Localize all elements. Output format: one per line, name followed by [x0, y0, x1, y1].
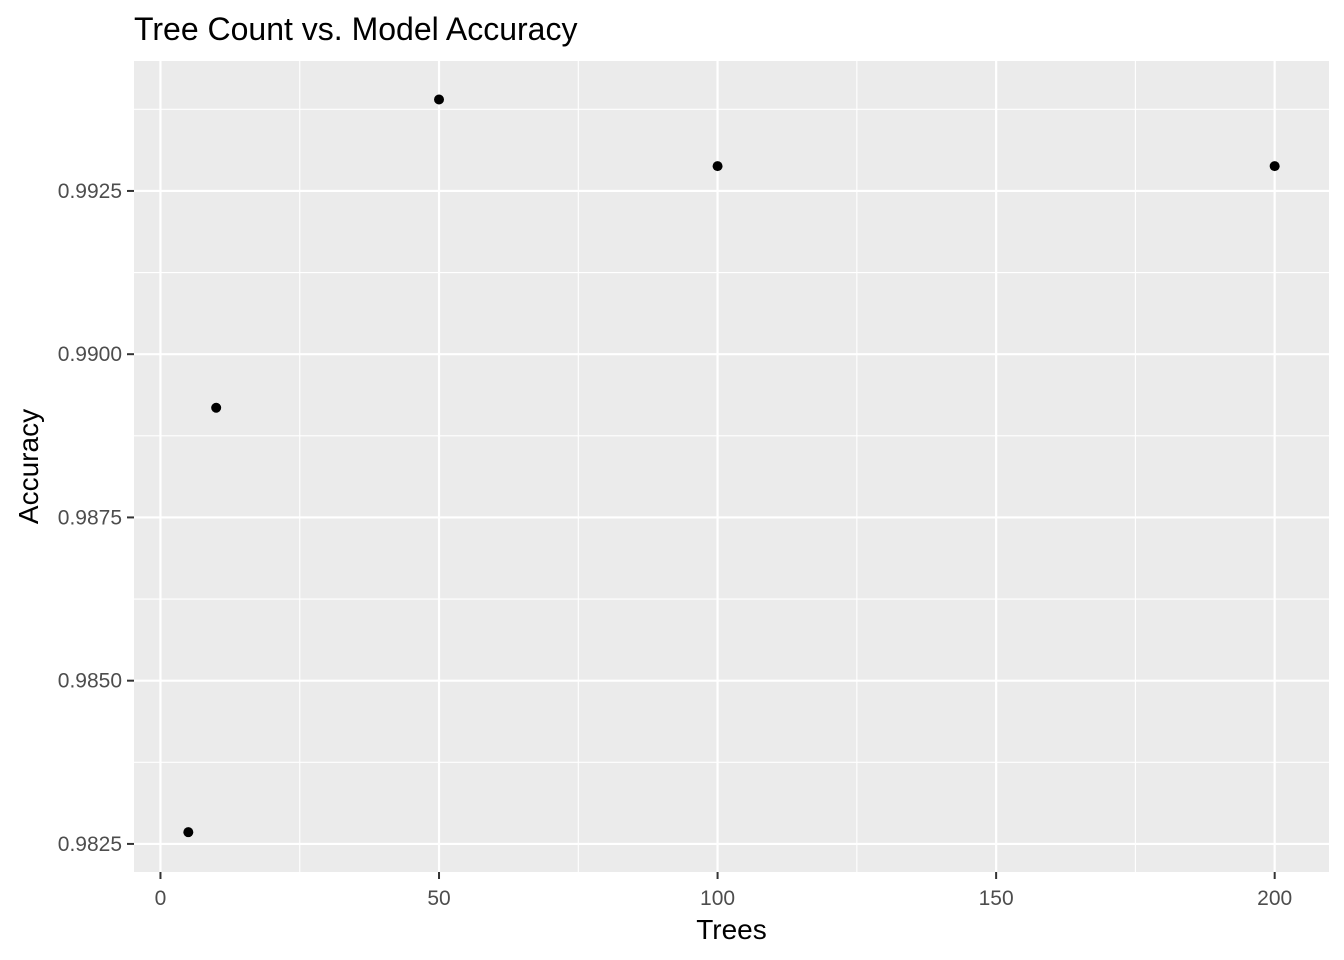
x-tick-label: 0 [155, 887, 167, 910]
chart-title: Tree Count vs. Model Accuracy [134, 11, 577, 47]
plot-panel [134, 61, 1329, 872]
major-gridlines [134, 61, 1329, 872]
y-tick-label: 0.9825 [58, 833, 122, 856]
data-point [1269, 161, 1280, 172]
data-points [183, 94, 1280, 838]
x-tick-label: 150 [979, 887, 1014, 910]
y-tick-label: 0.9875 [58, 506, 122, 529]
y-axis: 0.9825 0.9850 0.9875 0.9900 0.9925 [58, 180, 134, 856]
data-point [712, 161, 723, 172]
x-tick-label: 200 [1257, 887, 1292, 910]
x-tick-label: 100 [700, 887, 735, 910]
data-point [211, 402, 222, 413]
minor-gridlines [134, 61, 1329, 872]
x-axis-title: Trees [696, 914, 767, 945]
data-point [183, 827, 194, 838]
y-axis-title: Accuracy [13, 409, 44, 524]
x-tick-label: 50 [427, 887, 450, 910]
y-tick-label: 0.9925 [58, 180, 122, 203]
x-axis: 0 50 100 150 200 [155, 872, 1292, 910]
y-tick-label: 0.9850 [58, 670, 122, 693]
y-tick-label: 0.9900 [58, 343, 122, 366]
data-point [434, 94, 445, 105]
